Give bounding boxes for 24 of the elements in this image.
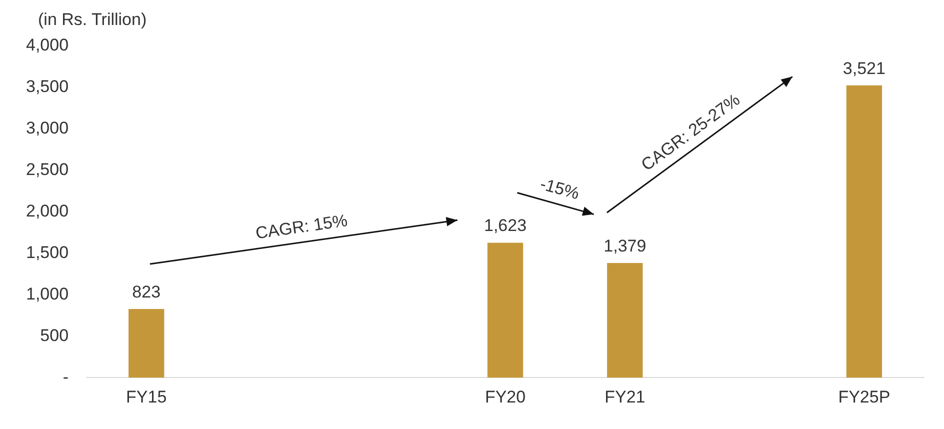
y-tick-label: 2,000: [26, 201, 69, 220]
y-tick-label: 3,500: [26, 77, 69, 96]
y-tick-label: 2,500: [26, 160, 69, 180]
x-tick-label: FY20: [484, 387, 526, 406]
y-tick-label: 4,000: [26, 36, 69, 55]
bar: [128, 309, 164, 378]
data-label: 3,521: [842, 58, 886, 78]
y-tick-label: 1,000: [26, 284, 69, 304]
data-label: 1,379: [604, 236, 646, 256]
x-tick-label: FY21: [604, 387, 646, 406]
bar: [607, 262, 643, 378]
data-label: 823: [132, 282, 161, 302]
annotation: -15%: [538, 174, 582, 204]
bar: [846, 85, 882, 378]
data-label: 1,623: [484, 216, 527, 236]
x-tick-label: FY15: [126, 387, 167, 406]
y-tick-label: -: [62, 367, 69, 386]
y-tick-label: 500: [40, 326, 69, 345]
y-tick-label: 1,500: [26, 242, 69, 262]
y-tick-label: 3,000: [26, 118, 69, 138]
annotation: CAGR: 15%: [254, 210, 349, 243]
bar: [487, 242, 524, 378]
y-axis-title: (in Rs. Trillion): [38, 10, 147, 30]
x-tick-label: FY25P: [838, 387, 890, 406]
